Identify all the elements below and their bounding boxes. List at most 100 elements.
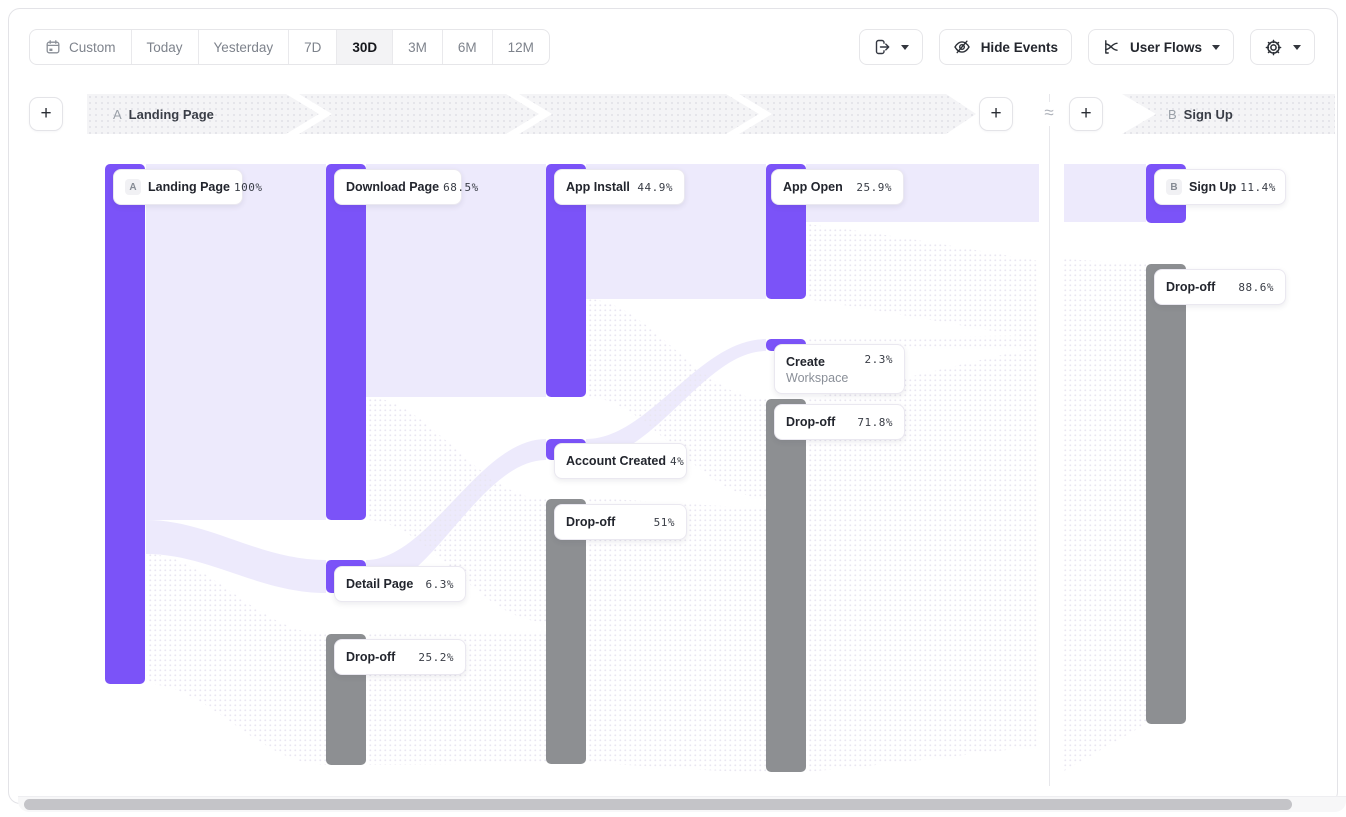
detail-page-name: Detail Page [346, 575, 413, 593]
drop-off-3-label-card[interactable]: Drop-off 71.8% [774, 404, 905, 440]
detail-page-value: 6.3% [425, 577, 454, 591]
download-page-label-card[interactable]: Download Page 68.5% [334, 169, 478, 205]
drop-off-4-bar[interactable] [1146, 264, 1186, 724]
detail-page-name-text: Detail Page [346, 577, 414, 591]
app-install-name-text: App Install [566, 180, 630, 194]
landing-page-label-card[interactable]: A Landing Page 100% [113, 169, 262, 205]
toolbar: Custom Today Yesterday 7D 30D 3M 6M 12M Hide Ev… [29, 29, 1315, 65]
date-range-12m[interactable]: 12M [491, 30, 549, 64]
step-a-header-band[interactable]: A Landing Page [87, 94, 976, 134]
date-range-label: 30D [352, 39, 378, 55]
date-range-6m[interactable]: 6M [441, 30, 492, 64]
drop-off-4-label-card[interactable]: Drop-off 88.6% [1154, 269, 1286, 305]
drop-off-2-bar[interactable] [546, 499, 586, 764]
drop-off-1-label-card[interactable]: Drop-off 25.2% [334, 639, 466, 675]
date-range-label: Yesterday [213, 39, 274, 55]
date-range-label: Today [146, 39, 183, 55]
gear-icon [1265, 39, 1282, 55]
drop-off-3-name-text: Drop-off [786, 415, 836, 429]
date-range-label: Custom [69, 39, 116, 55]
drop-off-1-name: Drop-off [346, 648, 395, 666]
calendar-icon [46, 40, 60, 54]
flow-landing-download [146, 164, 326, 520]
app-open-value: 25.9% [856, 180, 892, 194]
sankey-flows [146, 164, 1146, 772]
add-step-button-left[interactable]: + [29, 97, 63, 131]
create-workspace-value: 2.3% [864, 353, 893, 366]
flow-appinstall-drop3 [586, 299, 766, 498]
flow-landing-detail [146, 520, 326, 593]
export-button[interactable] [858, 29, 923, 65]
landing-page-name-text: Landing Page [148, 180, 230, 194]
download-page-bar[interactable] [326, 164, 366, 520]
sign-up-name-text: Sign Up [1189, 180, 1237, 194]
toolbar-actions: Hide Events User Flows [858, 29, 1315, 65]
create-workspace-name: Create Workspace [786, 353, 848, 385]
create-workspace-name-text-2: Workspace [786, 371, 849, 385]
step-b-header-band[interactable]: B Sign Up [1122, 94, 1335, 134]
step-a-letter: A [113, 106, 122, 122]
add-step-button-right[interactable]: + [1069, 97, 1103, 131]
drop-off-flows [146, 224, 1146, 772]
settings-button[interactable] [1250, 29, 1315, 65]
drop-off-4-name: Drop-off [1166, 278, 1215, 296]
drop-off-3-name: Drop-off [786, 413, 835, 431]
flow-landing-drop1 [146, 554, 326, 765]
date-range-label: 7D [304, 39, 322, 55]
flow-download-appinstall [366, 164, 546, 397]
download-page-name: Download Page [346, 178, 439, 196]
drop-off-4-name-text: Drop-off [1166, 280, 1216, 294]
approx-separator: ≈ [1036, 102, 1062, 126]
app-open-name-text: App Open [783, 180, 843, 194]
date-range-30d[interactable]: 30D [336, 30, 393, 64]
settings-caret-icon [1293, 44, 1301, 50]
flow-appopen-drop4-left [806, 224, 1039, 339]
export-icon [875, 39, 890, 55]
download-page-value: 68.5% [443, 180, 479, 194]
app-install-name: App Install [566, 178, 630, 196]
drop-off-3-bar[interactable] [766, 399, 806, 772]
app-open-label-card[interactable]: App Open 25.9% [771, 169, 904, 205]
sign-up-label-card[interactable]: B Sign Up 11.4% [1154, 169, 1286, 205]
account-created-value: 4% [670, 454, 685, 468]
date-range-label: 12M [507, 39, 534, 55]
account-created-name: Account Created [566, 452, 666, 470]
date-range-label: 6M [457, 39, 477, 55]
app-install-value: 44.9% [637, 180, 673, 194]
hide-events-label: Hide Events [980, 39, 1058, 55]
sign-up-value: 11.4% [1240, 180, 1276, 194]
step-a-title: A Landing Page [113, 107, 214, 122]
user-flows-icon [1105, 40, 1118, 54]
drop-off-2-value: 51% [653, 515, 675, 529]
landing-page-prefix-badge: A [125, 179, 141, 195]
app-open-name: App Open [783, 178, 843, 196]
flow-drop3-drop4-left [806, 347, 1039, 772]
download-page-name-text: Download Page [346, 180, 440, 194]
detail-page-label-card[interactable]: Detail Page 6.3% [334, 566, 466, 602]
date-range-3m[interactable]: 3M [392, 30, 442, 64]
step-b-letter: B [1168, 106, 1177, 122]
date-range-today[interactable]: Today [130, 30, 198, 64]
add-step-button-middle[interactable]: + [979, 97, 1013, 131]
flow-drop2-drop3 [586, 499, 766, 772]
create-workspace-label-card[interactable]: Create Workspace 2.3% [774, 344, 905, 394]
step-b-title: B Sign Up [1168, 107, 1233, 122]
date-range-custom[interactable]: Custom [30, 30, 131, 64]
sign-up-name: Sign Up [1189, 178, 1236, 196]
step-a-name: Landing Page [128, 106, 214, 122]
hide-events-button[interactable]: Hide Events [938, 29, 1072, 65]
date-range-yesterday[interactable]: Yesterday [197, 30, 289, 64]
eye-off-icon [953, 40, 970, 54]
landing-page-bar[interactable] [105, 164, 145, 684]
app-install-label-card[interactable]: App Install 44.9% [554, 169, 685, 205]
horizontal-scrollbar-thumb[interactable] [24, 799, 1292, 810]
export-caret-icon [900, 44, 909, 50]
account-created-label-card[interactable]: Account Created 4% [554, 443, 687, 479]
view-mode-button[interactable]: User Flows [1087, 29, 1234, 65]
drop-off-4-value: 88.6% [1238, 280, 1274, 294]
create-workspace-name-text: Create [786, 355, 825, 369]
drop-off-1-value: 25.2% [418, 650, 454, 664]
view-mode-caret-icon [1212, 44, 1220, 50]
drop-off-2-label-card[interactable]: Drop-off 51% [554, 504, 687, 540]
date-range-7d[interactable]: 7D [288, 30, 336, 64]
